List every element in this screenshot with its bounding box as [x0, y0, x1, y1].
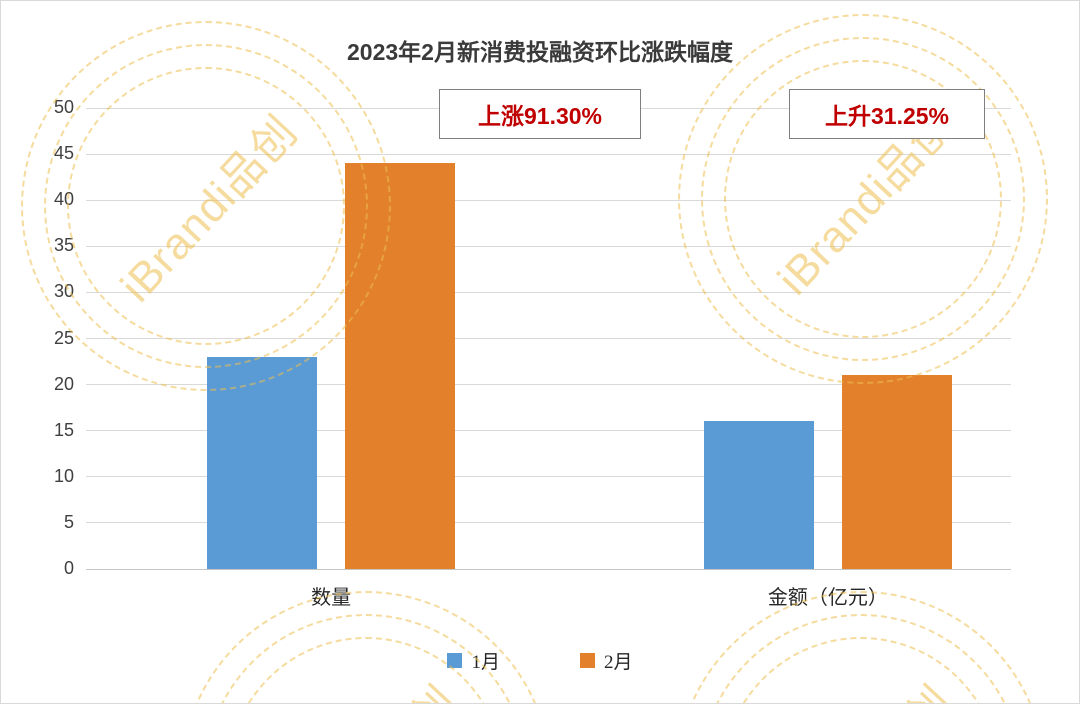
gridline: [86, 384, 1011, 386]
chart-title: 2023年2月新消费投融资环比涨跌幅度: [347, 39, 733, 65]
gridline: [86, 245, 1011, 247]
annotation-amount-change: 上升31.25%: [789, 89, 985, 139]
gridline: [86, 153, 1011, 155]
y-axis-tick-label: 30: [53, 281, 74, 302]
y-axis-tick-label: 50: [53, 97, 74, 117]
y-axis-tick-label: 25: [53, 327, 74, 348]
legend-item-1月: 1月: [447, 647, 500, 674]
y-axis-tick-label: 45: [53, 143, 74, 164]
gridline: [86, 291, 1011, 293]
y-axis-tick-label: 40: [53, 189, 74, 210]
bar-2月-数量: [345, 163, 456, 569]
y-axis-tick-label: 0: [63, 558, 74, 578]
y-axis-tick-label: 5: [63, 511, 74, 532]
gridline: [86, 199, 1011, 201]
annotation-quantity-change: 上涨91.30%: [439, 89, 641, 139]
y-axis-tick-label: 20: [53, 373, 74, 394]
plot-area: 0 5 10 15 20 25 30 35 40 45 50 数量 金额（亿元）: [54, 97, 1011, 609]
legend-swatch: [447, 653, 463, 668]
gridline: [86, 338, 1011, 339]
legend-label: 1月: [471, 652, 500, 673]
y-axis-tick-label: 15: [53, 419, 74, 440]
legend-label: 2月: [604, 652, 633, 673]
legend-swatch: [580, 653, 595, 668]
y-axis-tick-label: 35: [53, 235, 74, 256]
gridline: [86, 430, 1011, 432]
x-axis-category-label: 金额（亿元）: [767, 587, 888, 609]
bar-1月-数量: [207, 356, 318, 569]
bar-2月-金额（亿元）: [841, 375, 952, 569]
gridline: [86, 522, 1011, 524]
legend: 1月 2月: [1, 647, 1079, 674]
y-axis-tick-label: 10: [53, 465, 74, 486]
legend-item-2月: 2月: [580, 647, 633, 674]
x-axis-category-label: 数量: [311, 587, 352, 609]
gridline: [86, 476, 1011, 478]
bar-1月-金额（亿元）: [703, 421, 814, 569]
